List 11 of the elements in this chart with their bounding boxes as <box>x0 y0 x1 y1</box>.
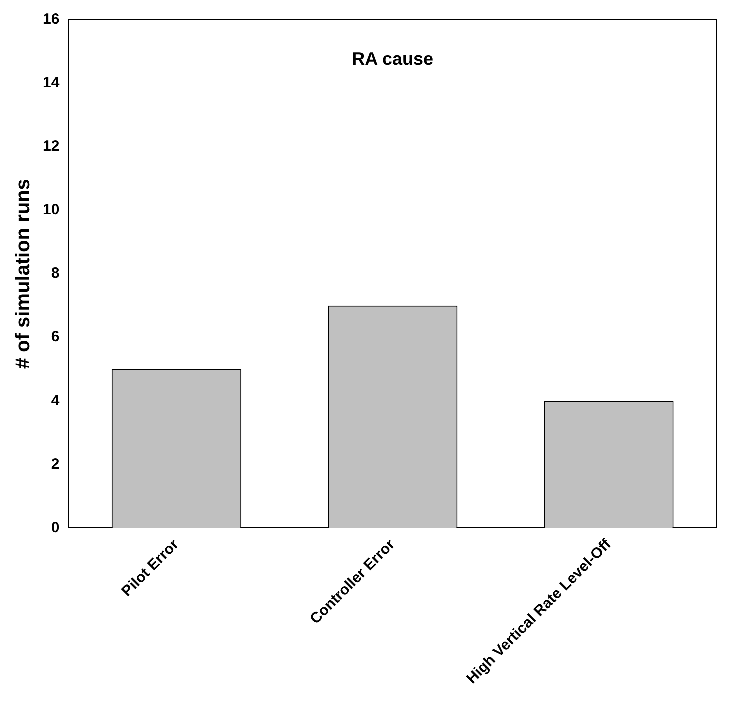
y-tick-label: 6 <box>51 328 60 346</box>
y-tick-label: 16 <box>42 11 60 28</box>
y-tick-label: 0 <box>51 519 60 536</box>
y-tick-label: 8 <box>51 265 60 282</box>
y-tick-label: 12 <box>42 138 60 156</box>
y-tick-label: 2 <box>51 456 60 473</box>
y-tick-label: 4 <box>51 392 60 410</box>
y-tick-label: 10 <box>42 202 60 219</box>
y-axis-title: # of simulation runs <box>12 179 35 370</box>
text: RA cause <box>352 48 434 69</box>
y-tick-label: 14 <box>42 74 60 92</box>
